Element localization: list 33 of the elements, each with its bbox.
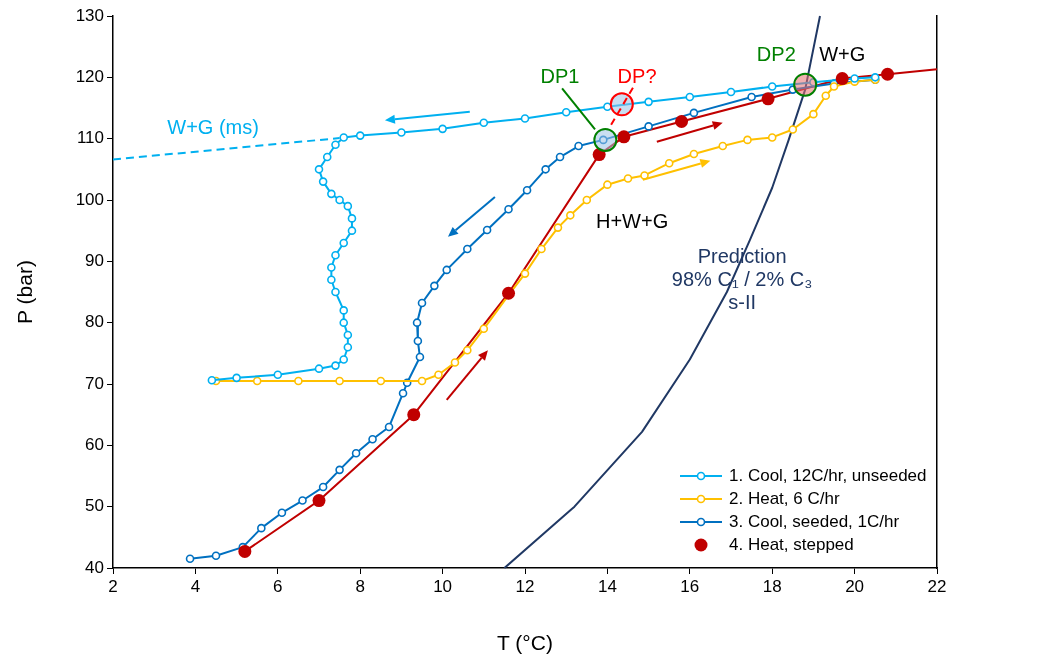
y-tick-label: 110: [76, 128, 104, 148]
legend-label: 1. Cool, 12C/hr, unseeded: [729, 465, 927, 486]
legend-label: 4. Heat, stepped: [729, 534, 854, 555]
y-axis-title: P (bar): [13, 260, 37, 324]
y-tick-label: 120: [75, 67, 104, 87]
annotation: W+G: [819, 42, 866, 65]
y-tick-label: 130: [75, 5, 104, 25]
legend-label: 2. Heat, 6 C/hr: [729, 488, 840, 509]
y-tick-label: 40: [85, 557, 104, 577]
x-tick-label: 18: [762, 576, 782, 596]
x-tick-label: 8: [355, 576, 365, 596]
y-tick-label: 100: [75, 189, 104, 209]
annotation: DP1: [540, 65, 580, 88]
x-tick-label: 16: [680, 576, 700, 596]
x-tick-label: 6: [273, 576, 283, 596]
x-tick-label: 20: [845, 576, 865, 596]
annotation: DP2: [756, 42, 796, 65]
annotation: DP?: [617, 65, 657, 88]
y-tick-label: 50: [85, 496, 104, 516]
x-tick-label: 12: [515, 576, 535, 596]
x-tick-label: 14: [597, 576, 617, 596]
y-tick-label: 90: [85, 251, 104, 271]
legend-label: 3. Cool, seeded, 1C/hr: [729, 511, 900, 532]
x-tick-label: 4: [190, 576, 201, 596]
y-tick-label: 60: [85, 435, 104, 455]
x-axis-title: T (°C): [497, 631, 553, 655]
y-tick-label: 80: [85, 312, 104, 332]
x-tick-label: 10: [433, 576, 453, 596]
annotation: W+G (ms): [167, 115, 259, 138]
y-tick-label: 70: [85, 373, 104, 393]
annotation: H+W+G: [595, 209, 669, 232]
x-tick-label: 2: [108, 576, 118, 596]
x-tick-label: 22: [927, 576, 947, 596]
